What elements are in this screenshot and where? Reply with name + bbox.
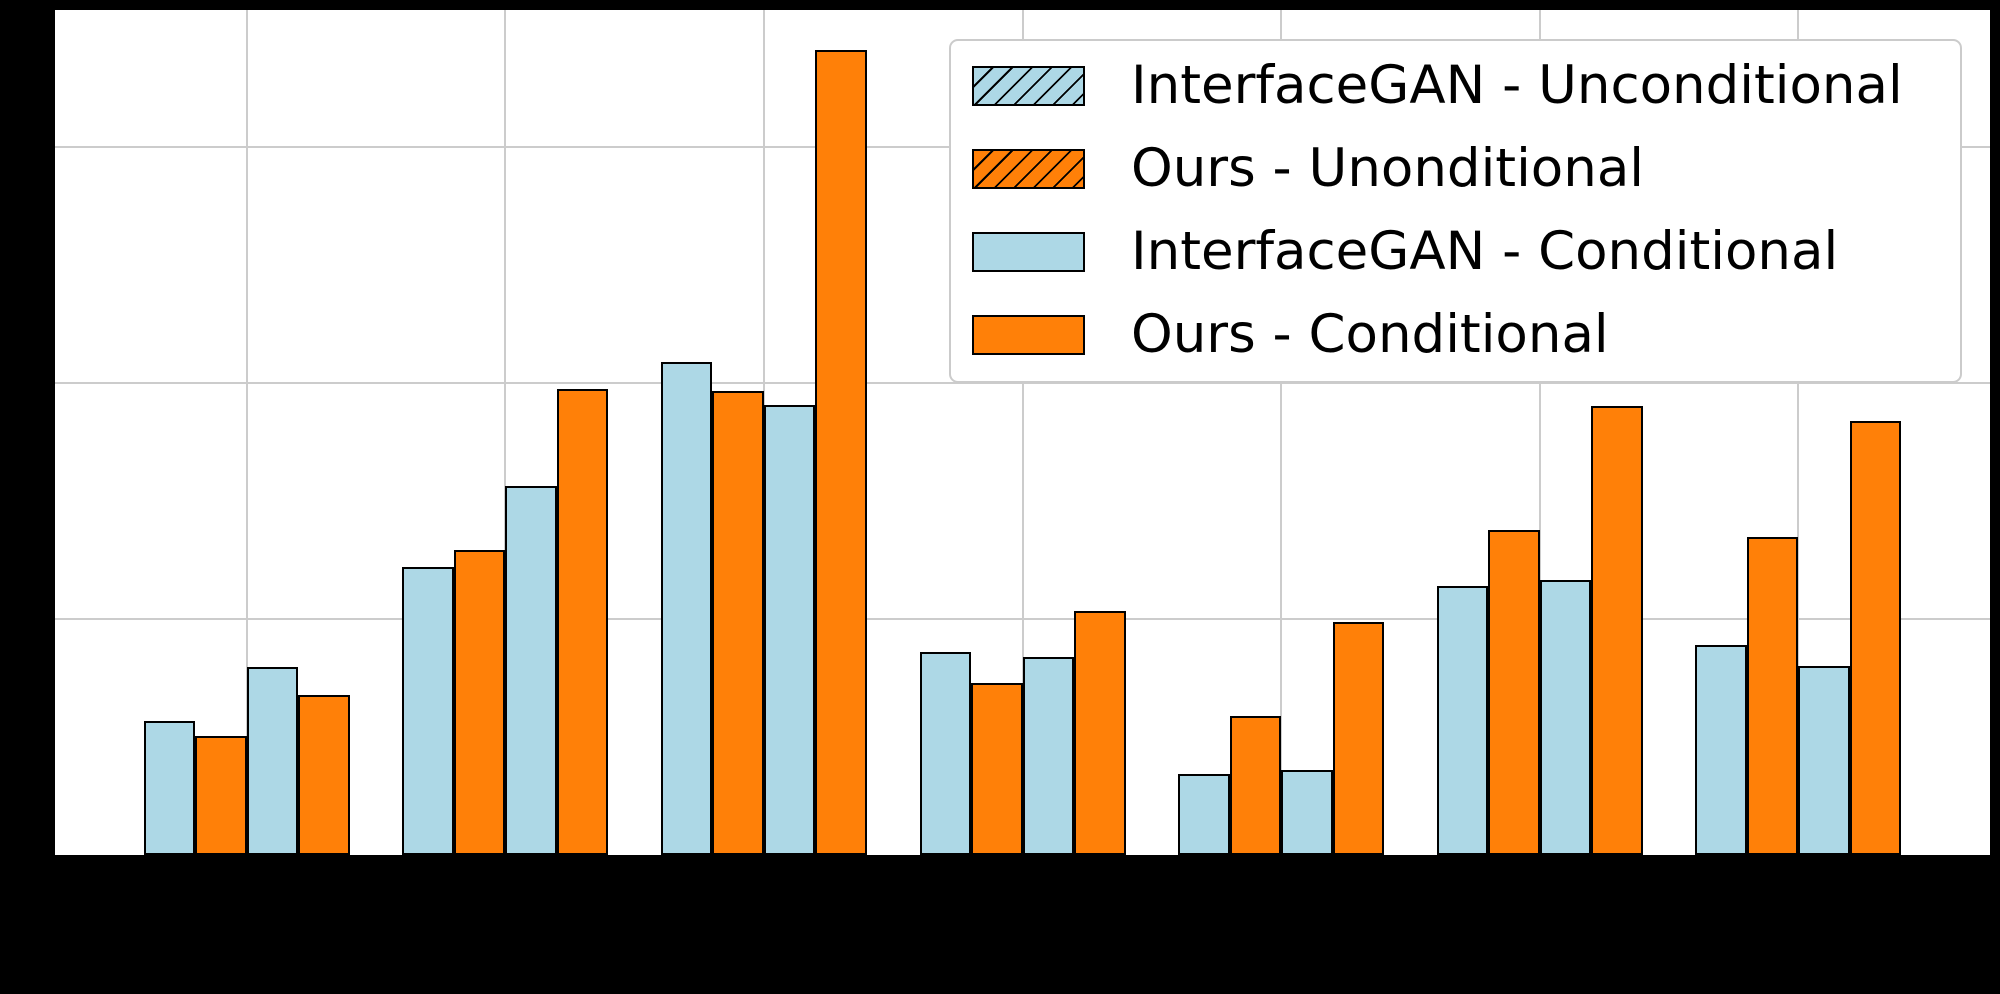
bar-interfacegan-unconditional-group-5 <box>1178 773 1230 855</box>
bar-ours-unonditional-group-7 <box>1746 537 1799 855</box>
x-gridline <box>1538 10 1541 855</box>
legend-label: Ours - Unonditional <box>1131 138 1645 199</box>
legend-swatch-icon <box>972 65 1085 106</box>
bar-ours-unonditional-group-5 <box>1229 716 1282 855</box>
legend-swatch-icon <box>972 148 1085 189</box>
legend-row: Ours - Conditional <box>972 293 1950 376</box>
bar-interfacegan-unconditional-group-1 <box>143 720 196 855</box>
x-gridline <box>245 10 248 855</box>
legend-row: Ours - Unonditional <box>972 127 1950 210</box>
bar-ours-unonditional-group-4 <box>971 683 1023 855</box>
bar-interfacegan-conditional-group-6 <box>1539 580 1592 855</box>
bar-interfacegan-conditional-group-5 <box>1281 770 1333 855</box>
bar-ours-conditional-group-4 <box>1074 611 1126 855</box>
legend-swatch-icon <box>972 314 1085 355</box>
bar-interfacegan-conditional-group-3 <box>763 405 816 855</box>
bar-ours-conditional-group-7 <box>1849 421 1902 855</box>
x-gridline <box>1021 10 1024 855</box>
legend-label: Ours - Conditional <box>1131 304 1609 365</box>
bar-ours-conditional-group-2 <box>556 388 609 855</box>
bar-interfacegan-conditional-group-2 <box>505 486 557 855</box>
bar-interfacegan-unconditional-group-7 <box>1695 645 1747 855</box>
bar-interfacegan-conditional-group-4 <box>1022 657 1074 855</box>
bar-interfacegan-unconditional-group-2 <box>402 566 454 855</box>
bar-interfacegan-unconditional-group-3 <box>660 362 713 855</box>
legend-label: InterfaceGAN - Conditional <box>1131 221 1839 282</box>
legend-swatch-icon <box>972 231 1085 272</box>
bar-ours-conditional-group-5 <box>1332 622 1385 855</box>
legend-label: InterfaceGAN - Unconditional <box>1131 55 1903 116</box>
bar-ours-unonditional-group-1 <box>195 736 247 855</box>
x-gridline <box>1280 10 1283 855</box>
bar-interfacegan-conditional-group-7 <box>1798 666 1850 855</box>
bar-ours-unonditional-group-2 <box>453 550 506 855</box>
bar-interfacegan-conditional-group-1 <box>246 666 299 855</box>
bar-ours-conditional-group-1 <box>298 695 350 855</box>
legend: InterfaceGAN - Unconditional Ours - Unond… <box>949 39 1962 383</box>
bar-ours-unonditional-group-6 <box>1488 530 1540 855</box>
bar-interfacegan-unconditional-group-4 <box>919 652 971 855</box>
bar-ours-unonditional-group-3 <box>712 391 764 855</box>
legend-row: InterfaceGAN - Conditional <box>972 210 1950 293</box>
x-gridline <box>504 10 507 855</box>
x-gridline <box>1797 10 1800 855</box>
bar-ours-conditional-group-6 <box>1591 405 1643 855</box>
bar-interfacegan-unconditional-group-6 <box>1436 586 1489 855</box>
legend-row: InterfaceGAN - Unconditional <box>972 44 1950 127</box>
bar-ours-conditional-group-3 <box>815 50 867 855</box>
